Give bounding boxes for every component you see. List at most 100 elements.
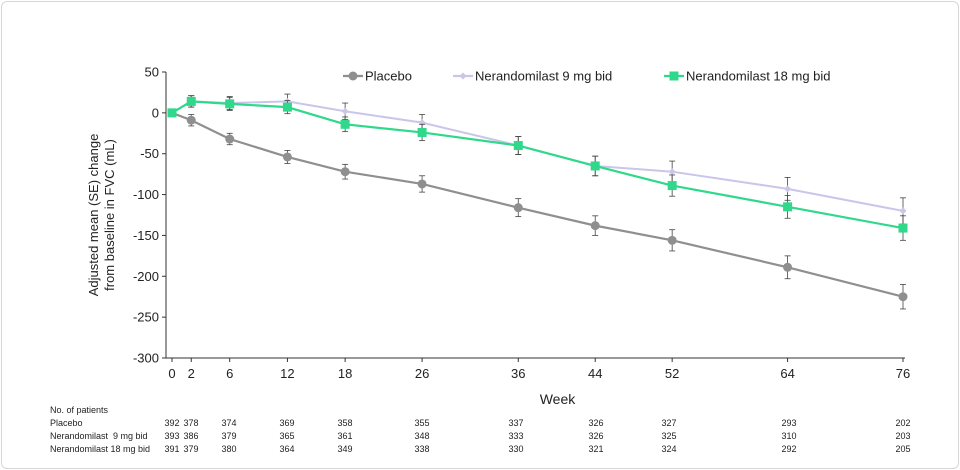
x-axis-label: Week (540, 391, 577, 407)
patients-count: 379 (221, 431, 236, 441)
data-point (899, 207, 907, 215)
data-point (784, 185, 792, 193)
x-tick-label: 44 (588, 366, 602, 381)
data-point (667, 181, 677, 191)
series-nerandomilast-9-mg-bid (168, 93, 907, 225)
data-point (783, 202, 793, 212)
data-point (167, 108, 177, 118)
patients-count: 321 (588, 444, 603, 454)
patients-count: 326 (588, 418, 603, 428)
y-tick-label: -300 (133, 351, 159, 366)
patients-count: 326 (588, 431, 603, 441)
patients-table: No. of patients Placebo 392 378 374 369 358 355… (50, 405, 911, 454)
y-tick-label: 50 (145, 65, 159, 80)
data-point (186, 115, 196, 125)
data-point (186, 96, 196, 106)
data-point (590, 221, 600, 231)
data-point (513, 203, 523, 213)
patients-count: 364 (279, 444, 294, 454)
patients-count: 338 (414, 444, 429, 454)
data-point (282, 152, 292, 162)
data-point (225, 134, 235, 144)
y-tick-label: -150 (133, 228, 159, 243)
patients-count: 333 (508, 431, 523, 441)
x-tick-label: 26 (415, 366, 429, 381)
patients-count: 310 (781, 431, 796, 441)
data-point (282, 102, 292, 112)
patients-count: 361 (337, 431, 352, 441)
data-point (340, 167, 350, 177)
x-tick-label: 12 (280, 366, 294, 381)
patients-count: 386 (183, 431, 198, 441)
patients-count: 392 (164, 418, 179, 428)
series-layer (167, 93, 908, 310)
data-point (783, 262, 793, 272)
y-tick-label: -50 (140, 146, 159, 161)
patients-count: 393 (164, 431, 179, 441)
y-axis-label-line2: from baseline in FVC (mL) (102, 139, 117, 291)
legend-item-1: Nerandomilast 9 mg bid (453, 69, 612, 84)
patients-count: 293 (781, 418, 796, 428)
patients-count: 379 (183, 444, 198, 454)
y-tick-label: 0 (152, 105, 159, 120)
patients-count: 374 (221, 418, 236, 428)
patients-row-label: Nerandomilast 18 mg bid (50, 444, 150, 454)
patients-count: 378 (183, 418, 198, 428)
patients-count: 380 (221, 444, 236, 454)
data-point (590, 161, 600, 171)
patients-count: 202 (895, 418, 910, 428)
x-tick-label: 76 (896, 366, 910, 381)
x-tick-label: 18 (338, 366, 352, 381)
patients-count: 391 (164, 444, 179, 454)
patients-count: 358 (337, 418, 352, 428)
patients-count: 327 (661, 418, 676, 428)
series-line (171, 100, 904, 230)
legend-item-0: Placebo (343, 69, 412, 84)
patients-row-label: Placebo (50, 418, 83, 428)
series-line (171, 111, 904, 298)
legend-marker (459, 72, 467, 80)
patients-count: 365 (279, 431, 294, 441)
data-point (513, 141, 523, 151)
patients-count: 205 (895, 444, 910, 454)
x-tick-label: 0 (168, 366, 175, 381)
data-point (898, 223, 908, 233)
patients-count: 292 (781, 444, 796, 454)
patients-count: 330 (508, 444, 523, 454)
legend-marker (669, 71, 679, 81)
data-point (417, 127, 427, 137)
x-tick-label: 2 (188, 366, 195, 381)
data-point (225, 99, 235, 109)
legend-marker (348, 71, 358, 81)
legend-item-2: Nerandomilast 18 mg bid (664, 69, 831, 84)
data-point (898, 292, 908, 302)
legend-label: Placebo (365, 69, 412, 84)
patients-count: 348 (414, 431, 429, 441)
data-point (340, 119, 350, 129)
data-point (341, 107, 349, 115)
legend-label: Nerandomilast 9 mg bid (475, 69, 612, 84)
patients-count: 355 (414, 418, 429, 428)
patients-count: 325 (661, 431, 676, 441)
y-tick-label: -250 (133, 310, 159, 325)
y-tick-label: -200 (133, 269, 159, 284)
x-tick-label: 64 (780, 366, 794, 381)
y-axis-label-line1: Adjusted mean (SE) change (86, 134, 101, 297)
y-tick-label: -100 (133, 187, 159, 202)
patients-table-header: No. of patients (50, 405, 109, 415)
patients-count: 324 (661, 444, 676, 454)
data-point (668, 168, 676, 176)
series-nerandomilast-18-mg-bid (167, 95, 908, 241)
legend: Placebo Nerandomilast 9 mg bid Nerandomila… (343, 69, 831, 84)
data-point (667, 235, 677, 245)
patients-count: 203 (895, 431, 910, 441)
patients-count: 337 (508, 418, 523, 428)
legend-label: Nerandomilast 18 mg bid (686, 69, 831, 84)
data-point (417, 179, 427, 189)
x-tick-label: 36 (511, 366, 525, 381)
x-tick-label: 52 (665, 366, 679, 381)
series-placebo (167, 108, 908, 310)
patients-count: 349 (337, 444, 352, 454)
